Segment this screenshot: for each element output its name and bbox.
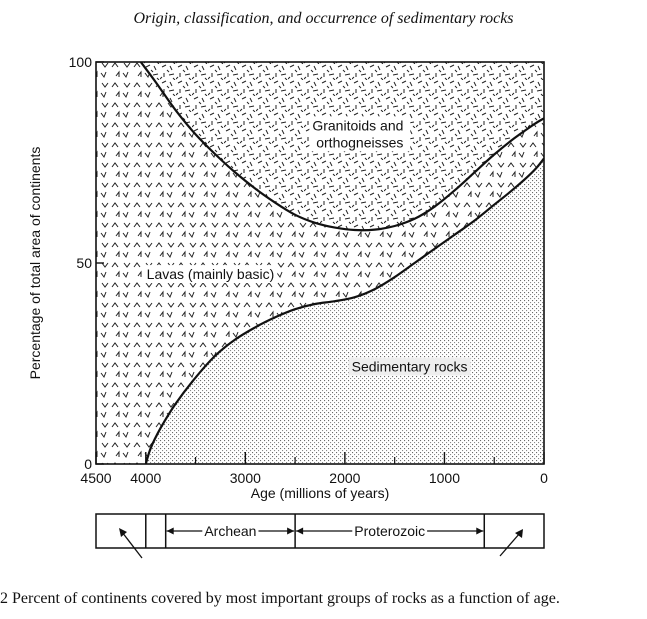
x-tick-label: 1000: [429, 470, 460, 486]
boundary-lava-granitoid: [139, 62, 544, 232]
x-tick-label: 4000: [130, 470, 161, 486]
rock-area-chart: Granitoids and orthogneisses Lavas (main…: [27, 54, 548, 559]
timeline-arrowhead: [476, 527, 484, 535]
x-tick-label: 3000: [230, 470, 261, 486]
y-tick-label: 50: [76, 255, 92, 271]
axes: 4500 4000 3000 2000 1000 0 0 50 100: [69, 54, 548, 486]
x-axis-title: Age (millions of years): [251, 485, 390, 501]
region-label-lavas-line-1: Lavas (mainly basic): [147, 266, 275, 282]
timeline-arrowhead: [166, 527, 174, 535]
region-label-granitoids-line-2: orthogneisses: [316, 134, 403, 150]
callout-arrowhead: [119, 528, 127, 537]
timeline-arrowhead: [287, 527, 295, 535]
region-label-granitoids-line-1: Granitoids and: [312, 117, 403, 133]
region-label-halo-granite: [309, 116, 411, 152]
region-label-granitoids: Granitoids and orthogneisses: [312, 117, 407, 150]
callout-arrow-pre-archean: [121, 531, 143, 559]
boundary-sediment-lava: [144, 157, 544, 464]
x-tick-label: 2000: [329, 470, 360, 486]
region-labels: Granitoids and orthogneisses Lavas (main…: [143, 116, 471, 376]
region-label-sedimentary: Sedimentary rocks: [352, 359, 468, 375]
y-tick-label: 0: [84, 456, 92, 472]
region-label-halo-sed: [348, 357, 471, 376]
region-boundaries: [139, 62, 544, 464]
region-label-sedimentary-line-1: Sedimentary rocks: [352, 359, 468, 375]
timeline-arrowhead: [296, 527, 304, 535]
callout-arrowhead: [515, 529, 523, 538]
figure-caption: 2 Percent of continents covered by most …: [0, 590, 560, 607]
geologic-timeline: ArcheanProterozoicPre-ArcheanPhanerozoic: [95, 513, 545, 559]
x-tick-label: 0: [540, 470, 548, 486]
timeline-label-archean: Archean: [204, 523, 256, 539]
x-tick-label: 4500: [80, 470, 111, 486]
region-label-halo-lava: [143, 265, 278, 284]
callout-arrow-phanerozoic: [499, 532, 521, 557]
y-axis-title: Percentage of total area of continents: [27, 147, 43, 380]
running-head: Origin, classification, and occurrence o…: [133, 10, 514, 27]
region-sedimentary: [145, 158, 544, 464]
y-tick-label: 100: [69, 54, 93, 70]
timeline-label-proterozoic: Proterozoic: [354, 523, 425, 539]
region-label-lavas: Lavas (mainly basic): [147, 266, 275, 282]
